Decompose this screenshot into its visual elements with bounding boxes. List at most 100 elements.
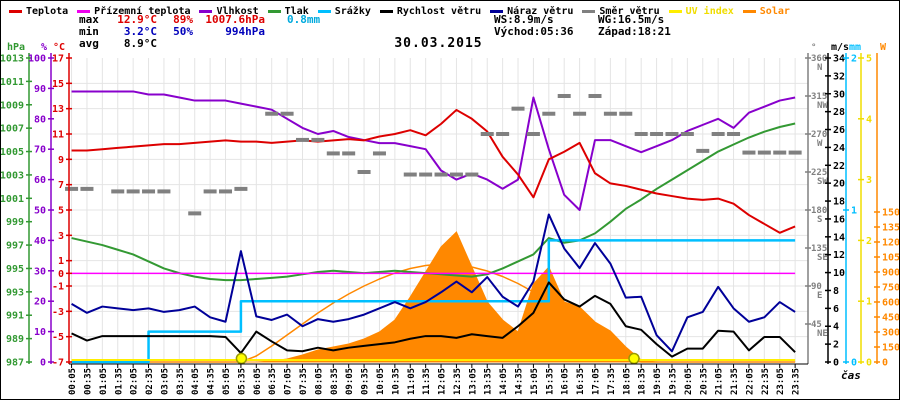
time-tick-label: 12:05 (438, 368, 448, 395)
axis-tick-label-ms: 34 (833, 54, 845, 65)
time-tick-label: 04:05 (191, 368, 201, 395)
legend: Teplota Přízemní teplota Vlhkost Tlak Srážky… (9, 4, 897, 18)
axis-tick-label-ms: 22 (833, 161, 845, 172)
stats-avg-row: avg 8.9°C (79, 38, 320, 50)
axis-tick-label-ms: 24 (833, 143, 845, 154)
sun-times-row: Východ:05:36 Západ:18:21 (494, 26, 671, 38)
time-tick-label: 11:35 (422, 368, 432, 395)
axis-tick-label-pct: 90 (34, 84, 46, 95)
axis-tick-label-mm: 0 (851, 358, 857, 369)
axis-tick-label-hpa: 999 (6, 217, 24, 228)
time-tick-label: 09:05 (345, 368, 355, 395)
time-tick-label: 06:05 (253, 368, 263, 395)
legend-item-6: Rychlost větru (379, 5, 482, 17)
avg-temp: 8.9°C (123, 37, 157, 50)
time-tick-label: 04:35 (207, 368, 217, 395)
series-n-raz-v-tru (71, 213, 796, 353)
axis-tick-label-pct: 30 (34, 266, 46, 277)
axis-tick-label-ms: 14 (833, 232, 845, 243)
axis-tick-label-ms: 30 (833, 89, 845, 100)
legend-swatch-icon (9, 9, 22, 13)
stats-panel-right: WS:8.9m/s WG:16.5m/s Východ:05:36 Západ:18… (494, 14, 671, 38)
legend-swatch-icon (317, 9, 331, 13)
axis-tick-label-c: 17 (52, 54, 64, 65)
time-tick-label: 08:05 (314, 368, 324, 395)
legend-label: Solar (759, 5, 790, 17)
time-tick-label: 17:35 (607, 368, 617, 395)
series-sm-r-v-tru-dash (449, 172, 463, 177)
axis-tick-label-pct: 50 (34, 206, 46, 217)
axis-tick-letter-deg: SE (817, 253, 828, 263)
axis-tick-label-hpa: 1007 (1, 124, 24, 135)
axis-tick-letter-deg: NE (817, 329, 828, 339)
time-tick-label: 08:35 (330, 368, 340, 395)
axis-tick-label-c: 1 (58, 256, 64, 267)
axis-tick-label-ms: 0 (833, 358, 839, 369)
axis-tick-label-pct: 0 (40, 358, 46, 369)
time-tick-label: 07:05 (284, 368, 294, 395)
legend-swatch-icon (77, 9, 91, 13)
time-tick-label: 13:35 (484, 368, 494, 395)
time-tick-label: 16:35 (576, 368, 586, 395)
legend-label: Rychlost větru (396, 5, 482, 17)
axis-tick-letter-deg: W (817, 139, 823, 149)
time-tick-label: 05:05 (222, 368, 232, 395)
axis-tick-label-pct: 100 (28, 54, 46, 65)
axis-tick-label-hpa: 1013 (1, 54, 24, 65)
axis-tick-label-c: 9 (58, 155, 64, 166)
series-sm-r-v-tru-dash (188, 211, 202, 216)
series-sm-r-v-tru-dash (403, 172, 417, 177)
time-tick-label: 05:35 (237, 368, 247, 395)
series-sm-r-v-tru-dash (511, 106, 525, 111)
axis-tick-label-hpa: 993 (6, 287, 24, 298)
axis-tick-label-ms: 18 (833, 197, 845, 208)
time-tick-label: 16:05 (561, 368, 571, 395)
axis-tick-label-ms: 32 (833, 71, 845, 82)
max-rain: 0.8mm (287, 13, 321, 26)
series-teplota (71, 108, 796, 234)
axis-tick-label-c: -1 (52, 282, 64, 293)
legend-label: Srážky (334, 5, 371, 17)
time-tick-label: 23:05 (776, 368, 786, 395)
series-sm-r-v-tru-dash (65, 186, 79, 191)
axis-tick-label-uv: 1 (866, 297, 872, 308)
series-sm-r-v-tru-dash (742, 150, 756, 155)
max-humidity: 89% (173, 13, 193, 26)
time-tick-label: 20:05 (684, 368, 694, 395)
time-tick-label: 01:05 (99, 368, 109, 395)
series-sm-r-v-tru-dash (280, 111, 294, 116)
series-rychlost-v-tru (71, 281, 796, 358)
series-sm-r-v-tru-dash (557, 94, 571, 98)
axis-tick-label-w: 450 (882, 313, 899, 324)
axis-tick-label-ms: 26 (833, 125, 845, 136)
axis-header-deg: ° (811, 43, 816, 53)
avg-label: avg (79, 37, 99, 50)
axis-header-pct: % (41, 42, 47, 53)
axis-tick-label-pct: 70 (34, 145, 46, 156)
time-tick-label: 18:35 (638, 368, 648, 395)
axis-header-hpa: hPa (7, 42, 25, 53)
time-tick-label: 11:05 (407, 368, 417, 395)
series-sm-r-v-tru-dash (126, 189, 140, 194)
axis-tick-letter-deg: N (817, 63, 822, 73)
time-tick-label: 19:05 (653, 368, 663, 395)
wind-gust-max: WG:16.5m/s (598, 13, 665, 26)
series-sm-r-v-tru-dash (465, 172, 479, 177)
axis-tick-label-w: 1200 (882, 238, 899, 249)
axis-tick-label-w: 900 (882, 268, 899, 279)
series-sm-r-v-tru-dash (311, 137, 325, 142)
series-sm-r-v-tru-dash (788, 150, 802, 155)
axis-header-ms: m/s (831, 42, 849, 53)
wind-stats-row: WS:8.9m/s WG:16.5m/s (494, 14, 671, 26)
chart-title: 30.03.2015 (394, 36, 483, 51)
sunrise-time: Východ:05:36 (494, 25, 574, 38)
time-axis-title: čas (841, 369, 861, 382)
legend-swatch-icon (668, 9, 682, 13)
legend-item-4: Tlak (267, 6, 309, 17)
axis-tick-label-deg: 360 (811, 54, 827, 64)
time-tick-label: 13:05 (468, 368, 478, 395)
legend-label: Směr větru (599, 5, 660, 17)
stats-max-row: max 12.9°C 89% 1007.6hPa 0.8mm (79, 14, 320, 26)
